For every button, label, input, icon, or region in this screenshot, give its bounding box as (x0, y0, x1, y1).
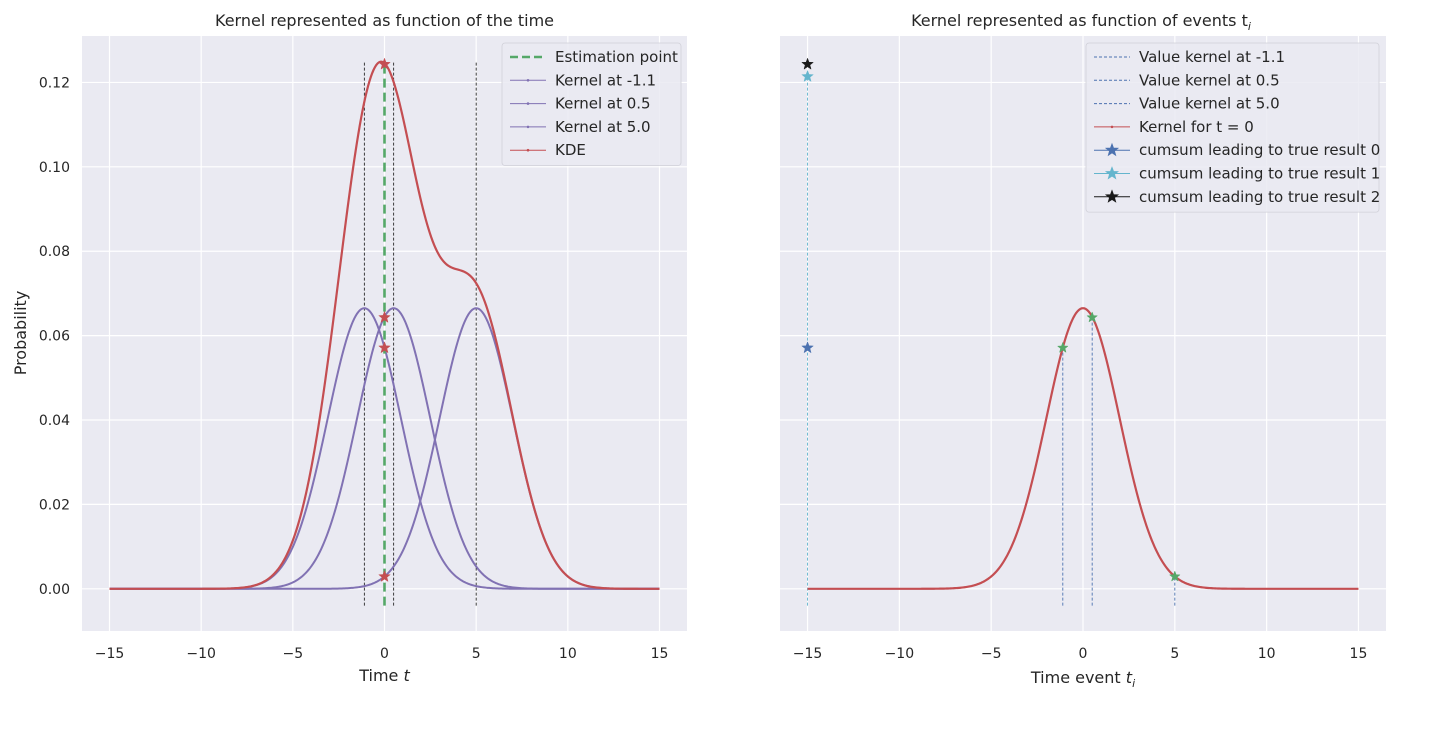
star-marker (378, 310, 391, 323)
right-plot-area (801, 57, 1359, 606)
legend-star (1104, 166, 1120, 180)
x-tick-label: 10 (559, 646, 577, 662)
left-chart-title: Kernel represented as function of the ti… (215, 11, 554, 30)
right-chart: −15 −10 −5 0 5 10 15 Kernel represented as fun… (780, 11, 1386, 690)
x-tick-label: 10 (1258, 646, 1276, 662)
legend-label: Value kernel at 5.0 (1139, 95, 1280, 113)
x-tick-label: −10 (186, 646, 216, 662)
x-tick-label: −15 (95, 646, 125, 662)
x-tick-label: 0 (380, 646, 389, 662)
legend-dot (526, 102, 530, 105)
legend-label: Value kernel at 0.5 (1139, 71, 1280, 89)
legend-label: Kernel at 5.0 (555, 118, 651, 136)
x-tick-label: −5 (283, 646, 304, 662)
legend-dot (526, 125, 530, 129)
left-x-tick-labels: −15 −10 −5 0 5 10 15 (95, 646, 669, 662)
legend-label: cumsum leading to true result 2 (1139, 188, 1380, 206)
y-tick-label: 0.02 (39, 497, 70, 513)
right-legend: Value kernel at -1.1 Value kernel at 0.5 V… (1085, 42, 1380, 213)
legend-box (501, 42, 682, 166)
right-x-tick-labels: −15 −10 −5 0 5 10 15 (793, 646, 1368, 662)
x-tick-label: −15 (793, 646, 823, 662)
cumsum-star (801, 57, 814, 70)
y-tick-label: 0.04 (39, 413, 70, 429)
left-y-axis-label: Probability (11, 291, 30, 376)
star-marker (378, 341, 391, 354)
legend-label: Value kernel at -1.1 (1139, 48, 1285, 66)
left-chart: −15 −10 −5 0 5 10 15 0.000.020.040.060.080.100… (11, 11, 687, 685)
legend-dot (526, 79, 530, 82)
right-chart-title: Kernel represented as function of events… (911, 11, 1251, 33)
legend-label: Kernel at -1.1 (555, 71, 656, 89)
x-tick-label: 5 (472, 646, 481, 662)
x-tick-label: 15 (651, 646, 669, 662)
legend-box (1085, 42, 1380, 213)
left-legend: Estimation point Kernel at -1.1 Kernel at … (501, 42, 682, 166)
legend-dot (526, 148, 530, 152)
legend-label: KDE (555, 141, 586, 159)
legend-dot (1110, 125, 1114, 129)
x-tick-label: 5 (1170, 646, 1179, 662)
left-y-tick-labels: 0.00 0.02 0.04 0.06 0.08 0.10 0.12 (39, 75, 70, 597)
event-value-star (1168, 570, 1181, 582)
legend-label: cumsum leading to true result 0 (1139, 141, 1380, 159)
y-tick-label: 0.10 (39, 160, 70, 176)
y-tick-label: 0.12 (39, 75, 70, 91)
left-plot-area (109, 57, 660, 606)
x-tick-label: −10 (885, 646, 915, 662)
y-tick-label: 0.08 (39, 244, 70, 260)
kernel-t0-line (807, 307, 1359, 590)
x-tick-label: −5 (981, 646, 1002, 662)
legend-label: Estimation point (555, 48, 678, 66)
x-tick-label: 0 (1079, 646, 1088, 662)
event-value-star (1056, 341, 1069, 353)
cumsum-star (801, 69, 814, 82)
x-tick-label: 15 (1350, 646, 1368, 662)
star-marker (378, 57, 391, 70)
left-x-axis-label: Time t (358, 666, 410, 685)
y-tick-label: 0.06 (39, 329, 70, 345)
right-x-axis-label: Time event ti (1030, 668, 1135, 690)
cumsum-star (801, 341, 814, 354)
y-tick-label: 0.00 (39, 582, 70, 598)
legend-label: cumsum leading to true result 1 (1139, 165, 1380, 183)
legend-label: Kernel at 0.5 (555, 95, 651, 113)
legend-star (1104, 142, 1120, 157)
legend-star (1104, 189, 1120, 203)
star-marker (378, 569, 391, 582)
legend-label: Kernel for t = 0 (1139, 118, 1254, 136)
event-value-star (1086, 311, 1099, 323)
